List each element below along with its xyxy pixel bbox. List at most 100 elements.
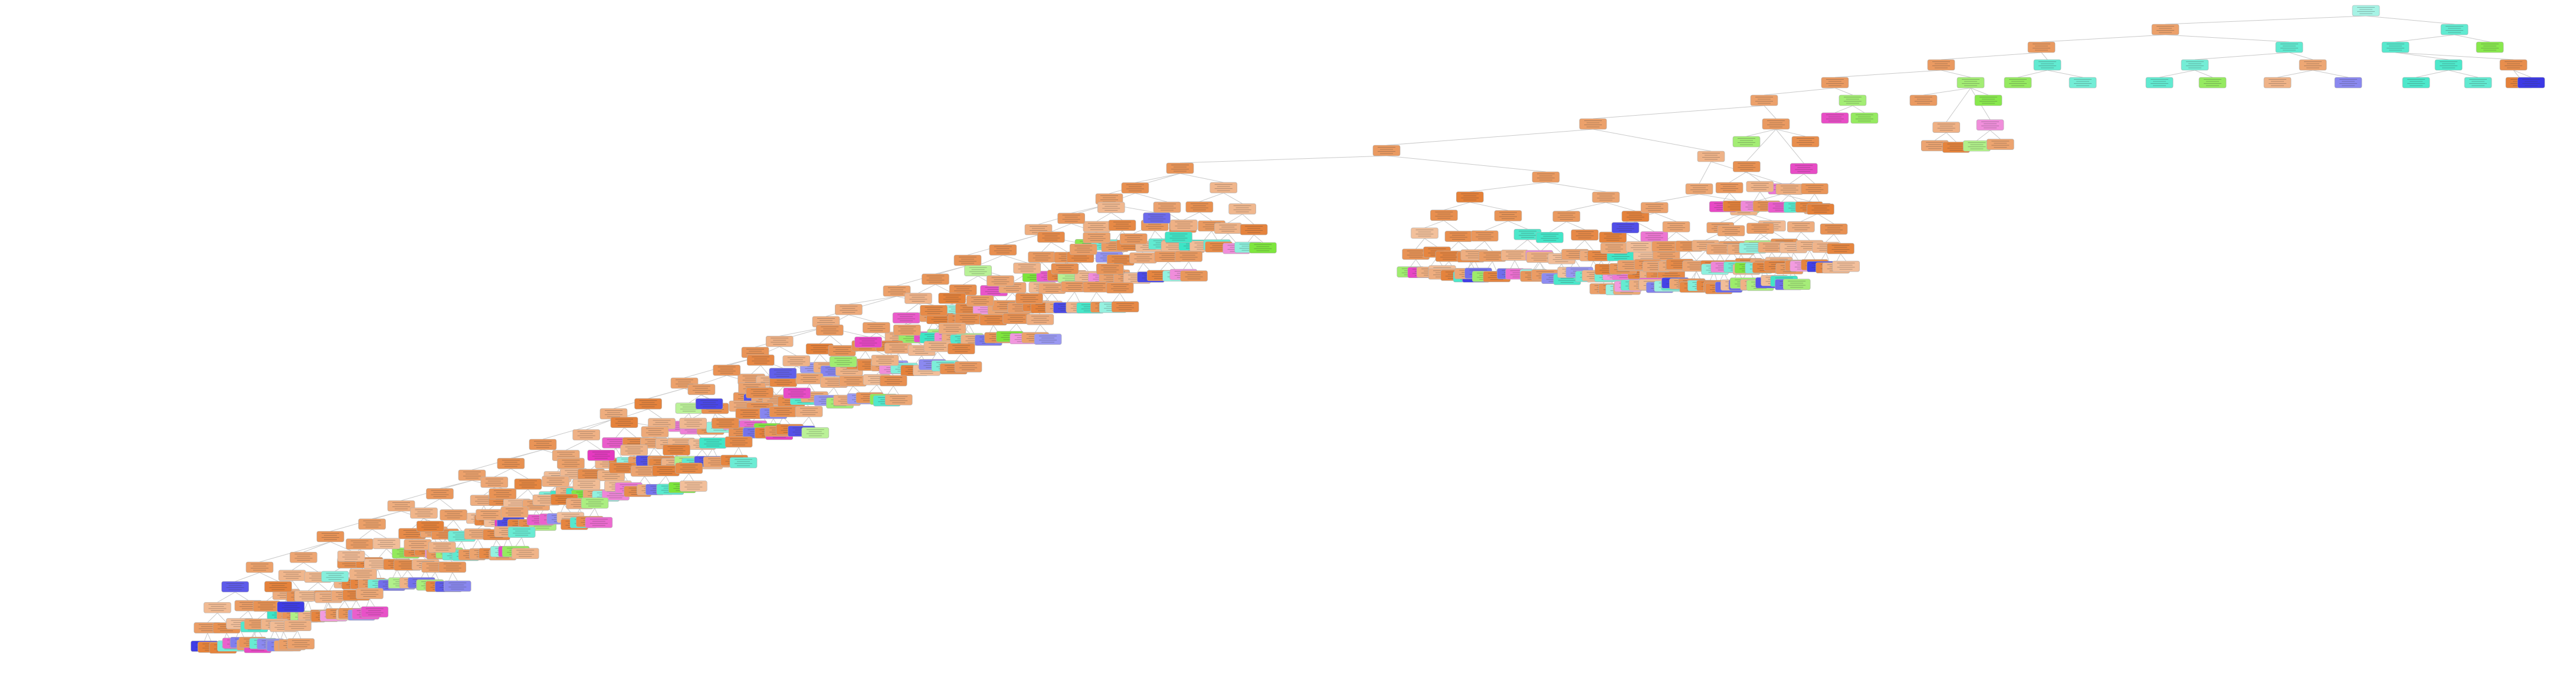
node-text-line [1743, 244, 1762, 246]
node-text-line [403, 534, 421, 535]
node-text-line [363, 592, 376, 593]
node-box [923, 341, 952, 352]
node-text-line [480, 515, 499, 516]
tree-edge [1110, 212, 1123, 221]
tree-node [871, 355, 899, 366]
node-box [2476, 41, 2504, 53]
node-box [1762, 118, 1790, 130]
tree-edge [1654, 213, 1677, 222]
tree-node [783, 387, 811, 399]
node-box [712, 417, 739, 429]
tree-edge [515, 537, 522, 547]
tree-edge [819, 354, 828, 362]
tree-edge [2041, 34, 2166, 43]
tree-node [290, 551, 317, 563]
node-text-line [1087, 227, 1106, 228]
tree-node [1214, 223, 1242, 234]
tree-node [1552, 211, 1581, 222]
node-text-line [326, 573, 344, 574]
tree-edge [1199, 212, 1212, 221]
node-box [829, 356, 857, 367]
node-box [349, 568, 377, 580]
node-text-line [466, 478, 479, 479]
node-text-line [837, 364, 850, 365]
node-box [581, 497, 609, 509]
node-text-line [773, 344, 786, 345]
node-text-line [2269, 79, 2286, 80]
node-text-line [678, 381, 691, 383]
tree-node [828, 345, 856, 357]
node-text-line [1010, 317, 1023, 318]
node-text-line [1568, 257, 1582, 258]
node-text-line [1521, 233, 1535, 234]
node-text-line [1174, 171, 1187, 172]
node-text-line [241, 604, 255, 605]
tree-node [514, 478, 542, 490]
node-text-line [1645, 233, 1663, 234]
tree-edge [1096, 292, 1105, 302]
node-text-line [968, 338, 981, 339]
tree-edge [1223, 192, 1243, 204]
node-box [634, 398, 662, 410]
tree-edge [978, 254, 1004, 266]
node-text-line [2283, 45, 2296, 47]
node-text-line [1443, 254, 1456, 256]
tree-node [1807, 204, 1834, 215]
node-text-line [840, 403, 854, 404]
tree-node [1069, 243, 1097, 255]
node-text-line [1826, 79, 1844, 80]
node-text-line [510, 502, 524, 504]
node-text-line [884, 377, 903, 378]
tree-edge [1833, 234, 1841, 244]
node-text-line [561, 514, 579, 515]
tree-node [1821, 77, 1849, 89]
node-text-line [1007, 319, 1025, 320]
node-text-line [797, 402, 811, 403]
tree-edge [1764, 105, 1777, 119]
node-text-line [1592, 256, 1610, 257]
tree-edge [1801, 213, 1818, 222]
node-text-line [1713, 251, 1727, 253]
tree-node [1119, 233, 1148, 244]
node-text-line [720, 372, 733, 374]
tree-edge [1803, 250, 1810, 261]
tree-node [2069, 77, 2097, 89]
node-text-line [281, 603, 300, 604]
node-text-line [823, 332, 837, 334]
node-box [1775, 184, 1804, 195]
node-text-line [1937, 123, 1955, 125]
tree-edge [589, 508, 595, 517]
node-text-line [1239, 248, 1257, 249]
tree-node [729, 457, 758, 469]
node-text-line [435, 545, 449, 547]
node-text-line [536, 443, 549, 444]
node-text-line [743, 384, 761, 385]
tree-edge [1817, 213, 1834, 224]
tree-edge [351, 600, 357, 609]
tree-node [863, 322, 890, 334]
tree-edge [658, 476, 666, 485]
tree-node [2004, 77, 2032, 89]
tree-node [2151, 24, 2180, 35]
node-text-line [1839, 269, 1853, 270]
node-text-line [800, 412, 818, 413]
node-box [410, 507, 438, 519]
node-text-line [811, 349, 829, 351]
tree-node [854, 336, 882, 348]
node-text-line [1127, 237, 1140, 238]
node-text-line [344, 565, 358, 567]
node-text-line [653, 424, 671, 425]
node-text-line [1962, 83, 1979, 84]
tree-edge [1746, 129, 1777, 137]
node-text-line [1724, 233, 1738, 234]
node-text-line [1105, 205, 1118, 207]
node-box [1214, 223, 1242, 234]
node-box [1976, 119, 2004, 131]
tree-edge [1090, 292, 1097, 303]
tree-node [1750, 94, 1778, 106]
tree-edge [1977, 130, 1991, 141]
node-text-line [233, 622, 247, 623]
node-text-line [746, 424, 760, 426]
tree-node [966, 295, 994, 306]
tree-edge [624, 408, 648, 418]
